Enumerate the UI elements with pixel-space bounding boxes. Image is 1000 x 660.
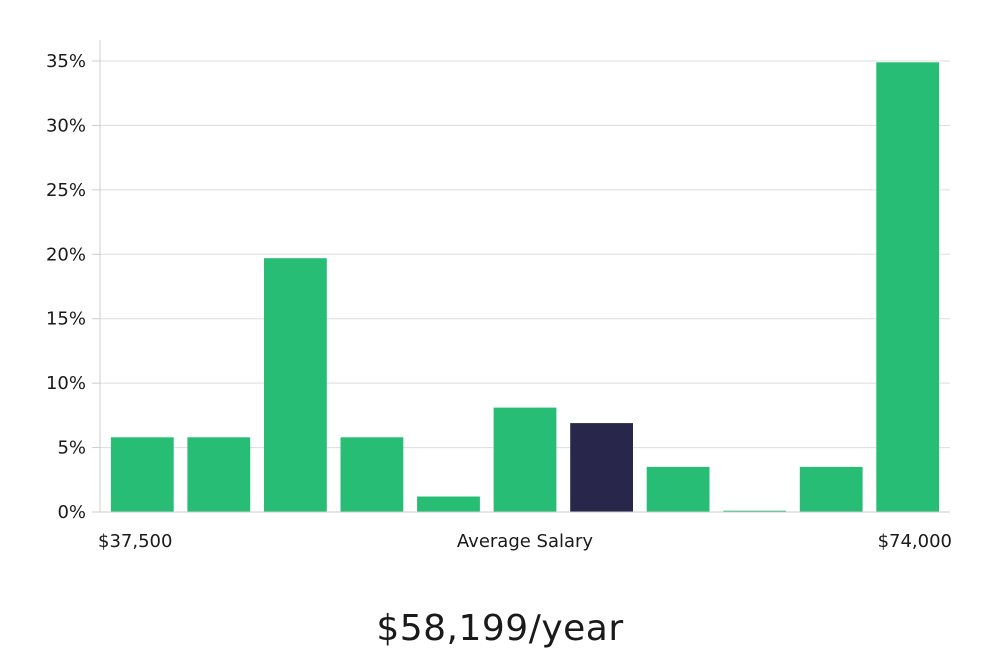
bar <box>799 466 863 512</box>
tick-labels: 0% 5% 10% 15% 20% 25% 30% 35% <box>46 51 86 523</box>
y-tick-label: 5% <box>57 438 86 459</box>
x-min-label: $37,500 <box>98 531 172 552</box>
bar <box>187 437 251 512</box>
y-tick-label: 15% <box>46 309 86 330</box>
bar <box>417 496 480 512</box>
average-salary-value: $58,199/year <box>376 608 624 649</box>
x-max-label: $74,000 <box>878 531 952 552</box>
bar <box>723 510 787 512</box>
y-tick-label: 10% <box>46 373 86 394</box>
chart-svg: 0% 5% 10% 15% 20% 25% 30% 35% $37,500 Average S… <box>46 40 952 552</box>
bar <box>110 437 174 512</box>
y-tick-label: 20% <box>46 244 86 265</box>
bar <box>340 437 404 512</box>
y-tick-label: 35% <box>46 51 86 72</box>
bar <box>493 407 557 512</box>
axes <box>92 40 950 513</box>
x-center-label: Average Salary <box>457 531 594 552</box>
y-tick-label: 25% <box>46 180 86 201</box>
bars <box>110 62 940 513</box>
y-tick-label: 0% <box>57 502 86 523</box>
bar-highlighted <box>570 423 633 512</box>
y-tick-label: 30% <box>46 115 86 136</box>
bar <box>264 258 327 512</box>
bar <box>646 466 710 512</box>
bar <box>876 62 940 513</box>
